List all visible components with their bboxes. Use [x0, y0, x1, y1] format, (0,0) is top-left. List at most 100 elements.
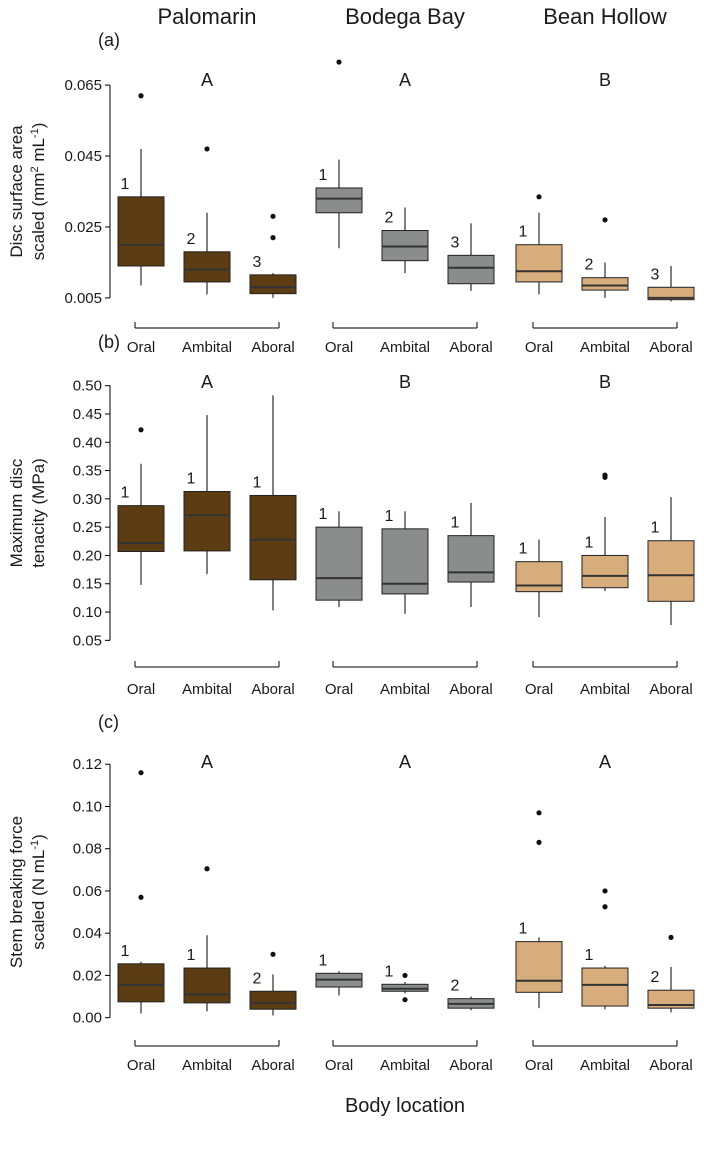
outlier-point: [138, 770, 144, 776]
box-iqr: [447, 254, 495, 285]
x-location-label: Oral: [525, 1057, 553, 1074]
x-location-label: Oral: [325, 339, 353, 356]
outlier-point: [602, 217, 608, 223]
site-group-1: A 1 Oral 1 Ambital 2 Aboral: [315, 752, 495, 1074]
group-number-label: 1: [451, 515, 460, 532]
x-location-label: Oral: [325, 681, 353, 698]
x-location-label: Oral: [127, 1057, 155, 1074]
y-label-line1: Maximum disc: [7, 458, 26, 567]
group-number-label: 1: [585, 947, 594, 964]
group-number-label: 1: [519, 541, 528, 558]
y-tick-label: 0.05: [73, 632, 102, 649]
group-number-label: 1: [253, 474, 262, 491]
group-number-label: 3: [253, 254, 262, 271]
y-tick-label: 0.40: [73, 434, 102, 451]
group-number-label: 1: [519, 921, 528, 938]
box-iqr: [647, 989, 695, 1009]
box-iqr: [183, 251, 231, 283]
y-tick-label: 0.025: [64, 219, 102, 236]
group-number-label: 2: [651, 969, 660, 986]
significance-letter: A: [201, 70, 213, 90]
y-tick-label: 0.45: [73, 406, 102, 423]
box-iqr: [447, 535, 495, 583]
x-axis-title: Body location: [345, 1095, 465, 1117]
group-number-label: 2: [451, 978, 460, 995]
site-title-2: Bean Hollow: [543, 4, 667, 29]
group-number-label: 1: [519, 224, 528, 241]
panel-label: (a): [98, 30, 120, 50]
box-iqr: [647, 540, 695, 602]
x-location-label: Aboral: [449, 681, 492, 698]
box-aboral: 3 Aboral: [647, 265, 695, 356]
outlier-point: [270, 213, 276, 219]
x-location-label: Ambital: [182, 339, 232, 356]
y-tick-label: 0.10: [73, 798, 102, 815]
site-group-0: A 1 Oral 1 Ambital 1 Aboral: [117, 372, 297, 698]
group-number-label: 1: [319, 952, 328, 969]
y-tick-label: 0.30: [73, 491, 102, 508]
box-aboral: 1 Aboral: [249, 395, 297, 698]
panel-2: (c) 0.00 0.02 0.04 0.06 0.08 0.10 0.12 Stem brea…: [7, 712, 695, 1074]
panel-0: (a) 0.005 0.025 0.045 0.065 Disc surface area…: [7, 30, 695, 356]
box-iqr: [249, 274, 297, 295]
box-oral: 1 Oral: [315, 952, 363, 1074]
x-location-label: Ambital: [580, 339, 630, 356]
y-label-line2: scaled (N mL-1): [29, 834, 48, 950]
group-number-label: 1: [121, 176, 130, 193]
box-aboral: 2 Aboral: [647, 934, 695, 1074]
group-number-label: 1: [187, 947, 196, 964]
x-location-label: Oral: [127, 681, 155, 698]
x-location-label: Aboral: [251, 1057, 294, 1074]
x-location-label: Ambital: [580, 1057, 630, 1074]
box-ambital: 1 Ambital: [580, 888, 630, 1074]
box-ambital: 2 Ambital: [580, 217, 630, 356]
y-tick-label: 0.065: [64, 77, 102, 94]
y-label-line2: scaled (mm2 mL-1): [29, 123, 48, 261]
significance-letter: B: [599, 372, 611, 392]
group-number-label: 2: [385, 210, 394, 227]
x-location-label: Aboral: [649, 1057, 692, 1074]
box-aboral: 3 Aboral: [249, 213, 297, 356]
box-iqr: [515, 941, 563, 993]
group-number-label: 1: [121, 485, 130, 502]
significance-letter: B: [599, 70, 611, 90]
y-tick-label: 0.00: [73, 1010, 102, 1027]
site-group-1: A 1 Oral 2 Ambital 3 Aboral: [315, 59, 495, 356]
box-iqr: [581, 277, 629, 291]
outlier-point: [402, 972, 408, 979]
y-tick-label: 0.10: [73, 604, 102, 621]
panel-label: (c): [98, 712, 119, 732]
site-group-2: B 1 Oral 2 Ambital 3 Aboral: [515, 70, 695, 356]
box-oral: 1 Oral: [315, 59, 363, 356]
significance-letter: B: [399, 372, 411, 392]
group-number-label: 1: [121, 943, 130, 960]
box-iqr: [249, 494, 297, 581]
x-location-label: Ambital: [580, 681, 630, 698]
box-iqr: [515, 561, 563, 593]
site-group-2: A 1 Oral 1 Ambital 2 Aboral: [515, 752, 695, 1074]
box-aboral: 1 Aboral: [647, 497, 695, 698]
significance-letter: A: [399, 70, 411, 90]
box-oral: 1 Oral: [117, 427, 165, 698]
group-number-label: 1: [585, 534, 594, 551]
box-ambital: 1 Ambital: [182, 415, 232, 698]
outlier-point: [536, 810, 542, 816]
box-aboral: 1 Aboral: [447, 502, 495, 698]
outlier-point: [204, 146, 210, 152]
outlier-point: [402, 997, 408, 1003]
x-location-label: Aboral: [251, 681, 294, 698]
outlier-point: [336, 59, 342, 65]
box-oral: 1 Oral: [117, 93, 165, 356]
x-location-label: Aboral: [251, 339, 294, 356]
group-number-label: 1: [385, 508, 394, 525]
outlier-point: [138, 894, 144, 900]
y-tick-label: 0.02: [73, 967, 102, 984]
box-aboral: 2 Aboral: [249, 951, 297, 1074]
x-location-label: Oral: [525, 681, 553, 698]
group-number-label: 1: [319, 167, 328, 184]
site-title-0: Palomarin: [157, 4, 256, 29]
box-iqr: [647, 286, 695, 301]
box-iqr: [581, 967, 629, 1007]
y-axis-label: Stem breaking force scaled (N mL-1): [7, 816, 48, 968]
box-iqr: [515, 244, 563, 283]
